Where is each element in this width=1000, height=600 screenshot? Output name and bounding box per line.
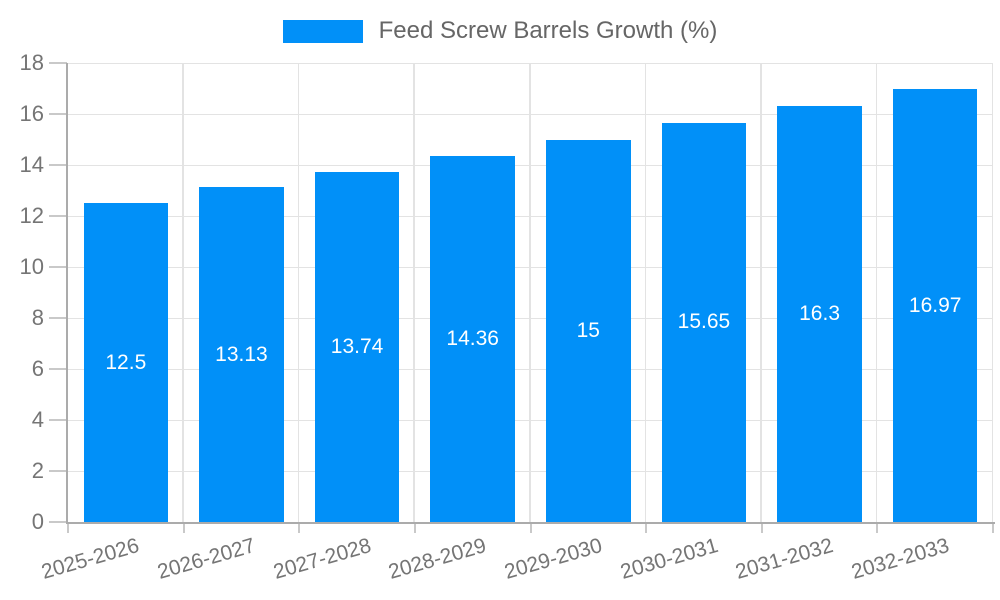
x-tick-mark [413,524,416,533]
y-tick-label: 16 [19,101,44,126]
bar[interactable]: 14.36 [430,155,515,522]
y-tick-mark [49,521,67,523]
bar-cell: 13.13 [184,63,300,522]
bar[interactable]: 12.5 [83,203,169,522]
v-gridline [297,63,300,522]
y-tick-mark [49,62,67,64]
x-label-cell: 2032-2033 [849,524,993,600]
legend-label: Feed Screw Barrels Growth (%) [378,17,718,44]
bar[interactable]: 15 [546,139,631,522]
v-gridline [413,63,415,522]
y-tick-label: 10 [19,254,44,279]
plot-area: 12.5 13.13 13.74 14.36 15 15.65 16.3 16.97 [68,62,993,522]
y-tick-mark [49,470,67,472]
y-tick-mark [49,317,67,319]
x-axis-line [66,522,995,524]
y-tick-label: 8 [31,305,44,330]
h-gridline [68,266,993,268]
bar-value-label: 13.74 [330,334,384,358]
y-axis-labels: 0 2 4 6 8 10 12 14 16 18 [0,52,44,533]
y-tick-mark [49,164,67,166]
x-tick-mark [645,524,648,533]
bar-cell: 15.65 [646,63,762,522]
bar-cell: 16.3 [762,63,878,522]
y-tick-label: 2 [31,458,44,483]
y-axis-line [66,63,68,524]
h-gridline [68,62,993,64]
x-tick-mark [529,524,532,533]
bar-value-label: 13.13 [215,342,268,366]
x-axis-labels: 2025-2026 2026-2027 2027-2028 2028-2029 2029… [39,524,993,600]
h-gridline [68,164,993,166]
bar[interactable]: 16.97 [892,89,978,522]
x-axis-label: 2025-2026 [39,534,143,584]
bar-cell: 15 [531,63,647,522]
v-gridline [644,63,647,522]
y-tick-label: 12 [19,203,44,229]
h-gridline [68,215,993,218]
v-gridline [529,63,531,522]
bar[interactable]: 15.65 [661,122,747,522]
h-gridline [68,317,993,320]
bar-value-label: 15 [576,318,600,342]
x-tick-mark [67,524,69,533]
x-tick-mark [298,524,301,533]
chart-legend: Feed Screw Barrels Growth (%) [0,17,1000,45]
h-gridline [68,419,993,422]
bar-cell: 16.97 [877,63,993,522]
bar-value-label: 16.3 [799,302,840,326]
y-tick-mark [49,113,67,115]
v-gridline [182,63,184,522]
h-gridline [68,113,993,116]
y-tick-mark [49,215,67,218]
bar[interactable]: 13.13 [199,187,284,522]
x-axis-ticks [67,524,994,533]
y-tick-mark [49,368,67,371]
bar-value-label: 15.65 [677,310,731,334]
x-tick-mark [876,524,879,533]
v-gridline [875,63,878,522]
legend-swatch-icon [282,19,363,43]
h-gridline [68,470,993,473]
h-gridline [68,368,993,371]
x-tick-mark [760,524,763,533]
bar-value-label: 16.97 [908,293,962,317]
bar[interactable]: 16.3 [777,106,862,522]
y-tick-mark [49,266,67,268]
v-gridline [760,63,762,522]
y-tick-label: 18 [19,50,44,75]
bar-cell: 14.36 [415,63,531,522]
y-tick-label: 4 [31,407,44,432]
x-tick-mark [182,524,185,533]
v-gridline [991,63,993,522]
bar-value-label: 12.5 [105,350,147,374]
bar-cell: 13.74 [299,63,415,522]
y-tick-label: 14 [19,152,44,177]
bar[interactable]: 13.74 [314,171,400,522]
y-axis-ticks [49,62,67,523]
y-tick-label: 0 [31,509,44,534]
bar-cell: 12.5 [68,63,184,522]
y-tick-mark [49,419,67,421]
x-tick-mark [992,524,994,533]
bar-value-label: 14.36 [446,326,499,350]
legend-item[interactable]: Feed Screw Barrels Growth (%) [282,17,718,45]
y-tick-label: 6 [31,356,44,382]
